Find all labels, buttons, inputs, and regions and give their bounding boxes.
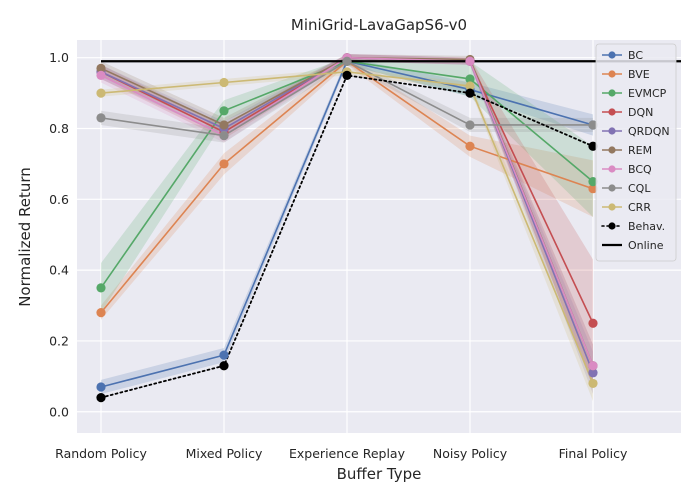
legend-marker-crr: [608, 203, 616, 211]
y-tick-label: 1.0: [49, 50, 69, 65]
x-axis-label: Buffer Type: [337, 465, 422, 483]
legend-label-cql: CQL: [628, 182, 651, 195]
legend-marker-qrdqn: [608, 127, 616, 135]
x-tick-labels: Random Policy Mixed Policy Experience Repl…: [55, 446, 628, 461]
point-cql: [342, 56, 352, 66]
x-tick-label: Final Policy: [559, 446, 628, 461]
point-rem: [219, 120, 229, 130]
y-tick-label: 0.0: [49, 404, 69, 419]
point-crr: [219, 77, 229, 88]
point-bcq: [588, 361, 598, 371]
x-tick-label: Random Policy: [55, 446, 147, 461]
y-tick-label: 0.4: [49, 263, 69, 278]
point-bcq: [465, 56, 475, 66]
chart-title: MiniGrid-LavaGapS6-v0: [291, 16, 467, 34]
point-behav: [219, 361, 229, 371]
legend-marker-bc: [608, 51, 616, 59]
point-evmcp: [96, 283, 106, 293]
point-evmcp: [465, 74, 475, 84]
point-cql: [588, 120, 598, 130]
point-bve: [219, 159, 229, 169]
point-cql: [465, 120, 475, 130]
point-behav: [96, 392, 106, 403]
legend-label-bc: BC: [628, 49, 643, 62]
legend-marker-behav: [608, 222, 616, 230]
point-cql: [96, 113, 106, 123]
point-behav: [342, 70, 352, 81]
y-tick-label: 0.8: [49, 121, 69, 136]
point-bve: [588, 184, 598, 194]
point-behav: [588, 141, 598, 151]
point-evmcp: [588, 177, 598, 187]
legend-label-qrdqn: QRDQN: [628, 125, 670, 138]
point-bc: [96, 382, 106, 392]
legend-label-evmcp: EVMCP: [628, 87, 667, 100]
point-behav: [465, 88, 475, 98]
point-bve: [96, 308, 106, 318]
y-axis-label: Normalized Return: [16, 167, 34, 307]
point-crr: [588, 378, 598, 389]
series-points: [96, 53, 598, 403]
y-tick-label: 0.2: [49, 333, 69, 348]
band-bve: [101, 57, 593, 320]
legend-marker-rem: [608, 146, 616, 154]
legend-label-bve: BVE: [628, 68, 650, 81]
legend-label-online: Online: [628, 239, 664, 252]
legend-label-bcq: BCQ: [628, 163, 652, 176]
legend-marker-cql: [608, 184, 616, 192]
y-tick-label: 0.6: [49, 192, 69, 207]
x-tick-label: Mixed Policy: [186, 446, 263, 461]
band-rem: [101, 54, 593, 387]
legend-label-crr: CRR: [628, 201, 651, 214]
legend-label-behav: Behav.: [628, 220, 665, 233]
legend-label-dqn: DQN: [628, 106, 653, 119]
point-cql: [219, 130, 229, 141]
point-qrdqn: [588, 368, 598, 378]
legend-label-rem: REM: [628, 144, 652, 157]
point-bve: [465, 141, 475, 151]
point-dqn: [588, 318, 598, 328]
point-crr: [96, 88, 106, 98]
point-bc: [219, 350, 229, 360]
legend-marker-bcq: [608, 165, 616, 173]
x-tick-label: Noisy Policy: [433, 446, 508, 461]
x-tick-label: Experience Replay: [289, 446, 406, 461]
point-bcq: [96, 70, 106, 81]
legend-marker-bve: [608, 70, 616, 78]
point-crr: [465, 81, 475, 91]
point-rem: [96, 63, 106, 73]
y-tick-labels: 0.0 0.2 0.4 0.6 0.8 1.0: [49, 50, 69, 419]
legend-marker-dqn: [608, 108, 616, 116]
legend-marker-evmcp: [608, 89, 616, 97]
point-evmcp: [219, 106, 229, 116]
legend: BC BVE EVMCP DQN QRDQN REM BCQ CQL CRR Behav. Onli…: [595, 43, 677, 262]
